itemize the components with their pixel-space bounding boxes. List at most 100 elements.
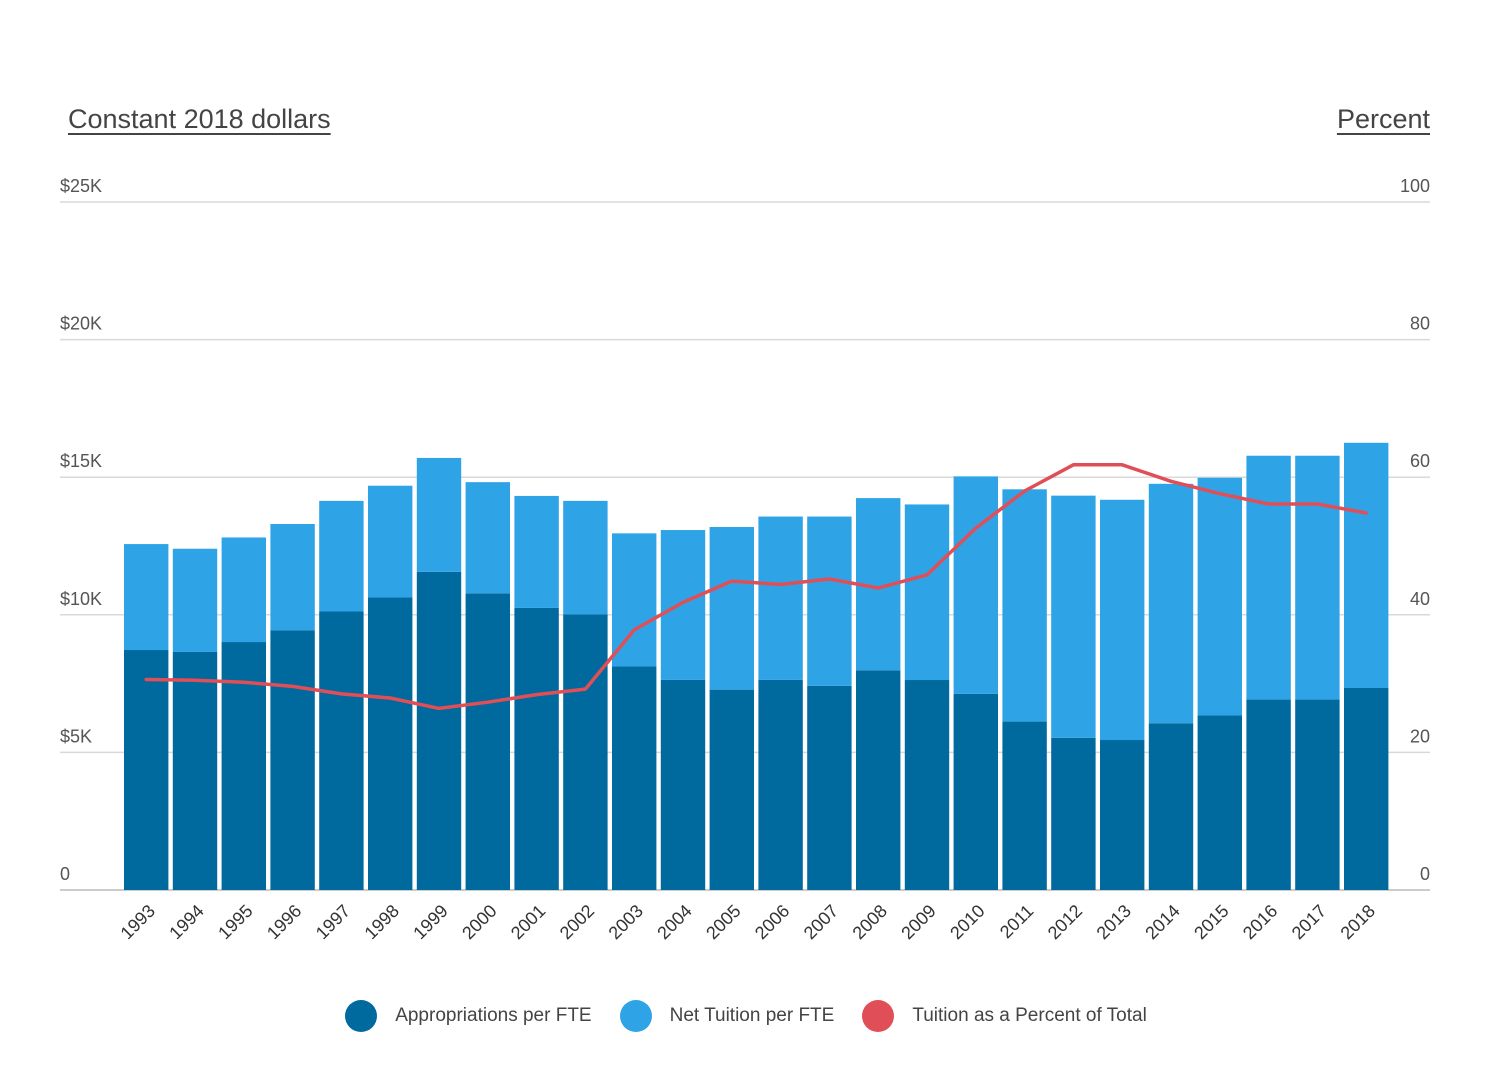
chart: 0 $5K $10K $15K $20K $25K 0 20 40 60 80 100 1993 1994… <box>60 176 1430 943</box>
bar-segment <box>612 666 657 890</box>
bar-segment <box>221 537 266 643</box>
tuition-percent-line <box>144 463 1368 711</box>
bar-segment <box>1197 715 1242 890</box>
bar-segment <box>1246 699 1291 890</box>
left-tick-label: $15K <box>60 451 102 471</box>
bar-segment <box>465 593 510 890</box>
bar-segment <box>1295 699 1340 890</box>
left-tick-label: $5K <box>60 726 92 746</box>
right-tick-label: 0 <box>1420 864 1430 884</box>
x-tick-label: 1999 <box>409 901 451 943</box>
x-tick-label: 2016 <box>1239 901 1281 943</box>
x-tick-label: 2015 <box>1190 901 1232 943</box>
bar-segment <box>416 457 462 572</box>
bar-segment <box>416 571 462 890</box>
legend-swatch-tuition-percent <box>862 1000 895 1032</box>
bar-segment <box>514 495 559 608</box>
bar-segment <box>953 476 998 694</box>
right-tick-label: 20 <box>1410 726 1430 746</box>
left-tick-label: $20K <box>60 314 102 334</box>
right-tick-label: 100 <box>1400 176 1430 196</box>
x-tick-label: 2003 <box>605 901 647 943</box>
x-tick-label: 1994 <box>165 901 207 943</box>
legend-swatch-appropriations <box>345 1000 378 1032</box>
bar-segment <box>465 482 510 594</box>
bar-segment <box>124 650 169 890</box>
right-tick-label: 60 <box>1410 451 1430 471</box>
bar-segment <box>1002 721 1047 890</box>
bar-segment <box>709 689 754 890</box>
bar-segment <box>660 530 706 680</box>
x-tick-label: 2001 <box>507 901 549 943</box>
bar-segment <box>172 651 218 890</box>
bar-segment <box>904 504 950 681</box>
legend-swatch-net-tuition <box>619 1000 652 1032</box>
bar-segment <box>368 597 413 890</box>
x-tick-label: 1997 <box>312 901 354 943</box>
x-tick-label: 2007 <box>800 901 842 943</box>
bar-segment <box>221 642 266 890</box>
bar-segment <box>1002 489 1047 722</box>
x-tick-label: 1998 <box>361 901 403 943</box>
bar-segment <box>1197 477 1242 716</box>
right-axis-title: Percent <box>1336 104 1430 134</box>
bar-segment <box>807 516 852 686</box>
left-tick-label: $10K <box>60 589 102 609</box>
bar-segment <box>1100 499 1145 741</box>
legend-item-net-tuition: Net Tuition per FTE <box>619 1000 835 1032</box>
bar-segment <box>1051 737 1096 890</box>
bar-segment <box>1100 740 1145 890</box>
bar-segment <box>612 533 657 667</box>
x-tick-label: 2018 <box>1337 901 1379 943</box>
bar-segment <box>172 548 218 652</box>
bar-segment <box>1344 442 1389 689</box>
bar-segment <box>856 670 901 890</box>
legend-label-appropriations: Appropriations per FTE <box>395 1005 592 1026</box>
bar-segment <box>563 500 608 615</box>
x-tick-label: 2010 <box>946 901 988 943</box>
bar-segment <box>758 679 803 890</box>
x-tick-label: 2004 <box>653 901 695 943</box>
left-tick-label: $25K <box>60 176 102 196</box>
bar-segment <box>904 680 950 890</box>
x-tick-label: 2009 <box>897 901 939 943</box>
x-tick-label: 2012 <box>1044 901 1086 943</box>
legend-item-appropriations: Appropriations per FTE <box>345 1000 592 1032</box>
bar-segment <box>563 614 608 890</box>
bar-segment <box>124 544 169 651</box>
x-tick-label: 2005 <box>702 901 744 943</box>
chart-legend: Appropriations per FTE Net Tuition per F… <box>0 1000 1500 1032</box>
bar-segment <box>368 485 413 598</box>
x-tick-label: 1996 <box>263 901 305 943</box>
x-tick-label: 1995 <box>214 901 256 943</box>
left-axis-title: Constant 2018 dollars <box>68 104 331 134</box>
x-tick-label: 2002 <box>556 901 598 943</box>
x-tick-label: 2008 <box>849 901 891 943</box>
left-tick-label: 0 <box>60 864 70 884</box>
bar-segment <box>514 607 559 890</box>
legend-label-net-tuition: Net Tuition per FTE <box>669 1005 835 1026</box>
bar-segment <box>1051 495 1096 738</box>
bar-segment <box>1295 455 1340 700</box>
x-tick-label: 2013 <box>1093 901 1135 943</box>
bar-segment <box>1148 483 1194 724</box>
x-tick-label: 2011 <box>996 901 1038 943</box>
bar-segment <box>953 693 998 890</box>
legend-label-tuition-percent: Tuition as a Percent of Total <box>912 1005 1147 1026</box>
bar-segment <box>270 523 315 631</box>
x-tick-label: 2006 <box>751 901 793 943</box>
x-tick-label: 2017 <box>1288 901 1330 943</box>
x-tick-label: 1993 <box>117 901 159 943</box>
bar-segment <box>270 630 315 890</box>
x-tick-label: 2014 <box>1141 901 1183 943</box>
bar-segment <box>1246 455 1291 700</box>
bar-segment <box>660 679 706 890</box>
bar-segment <box>1344 688 1389 890</box>
x-tick-label: 2000 <box>458 901 500 943</box>
bar-segment <box>319 611 364 890</box>
bar-segment <box>319 500 364 612</box>
right-tick-label: 80 <box>1410 314 1430 334</box>
bar-segment <box>758 516 803 680</box>
legend-item-tuition-percent: Tuition as a Percent of Total <box>862 1000 1147 1032</box>
bar-segment <box>807 685 852 890</box>
